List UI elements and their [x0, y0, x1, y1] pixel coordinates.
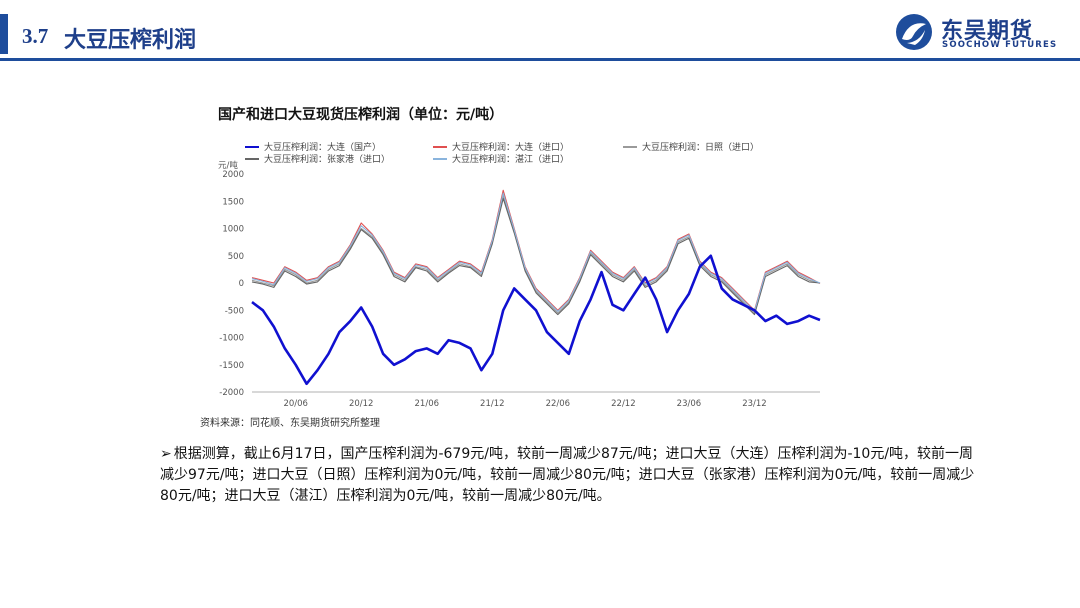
chart-title: 国产和进口大豆现货压榨利润（单位：元/吨）: [218, 107, 504, 123]
x-tick-label: 21/12: [480, 399, 505, 409]
section-title: 大豆压榨利润: [64, 28, 197, 53]
y-tick-label: -1500: [219, 361, 244, 371]
y-tick-label: 1500: [222, 197, 244, 207]
brand-logo-icon: [896, 14, 932, 50]
y-tick-label: -500: [225, 306, 244, 316]
x-tick-label: 23/06: [677, 399, 702, 409]
chart: 大豆压榨利润：大连（国产） 大豆压榨利润：大连（进口） 大豆压榨利润：日照（进口） 大…: [200, 134, 840, 414]
analysis-text: 根据测算，截止6月17日，国产压榨利润为-679元/吨，较前一周减少87元/吨；…: [160, 446, 975, 504]
legend-label: 大豆压榨利润：张家港（进口）: [264, 155, 391, 165]
legend-swatch: [245, 145, 259, 148]
y-tick-label: -2000: [219, 388, 244, 398]
x-tick-label: 23/12: [742, 399, 767, 409]
legend-item: 大豆压榨利润：大连（进口）: [433, 140, 569, 153]
y-tick-label: 500: [228, 252, 244, 262]
series-line-2: [251, 195, 821, 314]
source-note: 资料来源：同花顺、东吴期货研究所整理: [200, 418, 380, 429]
legend-item: 大豆压榨利润：大连（国产）: [245, 140, 381, 153]
legend-item: 大豆压榨利润：张家港（进口）: [245, 152, 390, 165]
y-axis-unit-label: 元/吨: [218, 160, 238, 171]
series-line-4: [251, 192, 821, 312]
legend-item: 大豆压榨利润：湛江（进口）: [433, 152, 569, 165]
header-divider: [0, 58, 1080, 61]
brand-name-en: SOOCHOW FUTURES: [942, 40, 1058, 50]
legend-swatch: [245, 157, 259, 160]
x-tick-label: 20/12: [349, 399, 374, 409]
brand-name-cn: 东吴期货: [941, 19, 1034, 44]
y-tick-label: 1000: [222, 225, 244, 235]
section-number: 3.7: [22, 24, 49, 48]
brand: 东吴期货 SOOCHOW FUTURES: [893, 10, 1063, 54]
legend-item: 大豆压榨利润：日照（进口）: [623, 140, 759, 153]
bullet-arrow: ➢: [160, 446, 172, 462]
legend-swatch: [433, 145, 447, 148]
x-tick-label: 20/06: [283, 399, 308, 409]
series-line-0: [251, 254, 821, 386]
legend-label: 大豆压榨利润：大连（进口）: [452, 143, 570, 153]
x-tick-label: 22/06: [546, 399, 571, 409]
header-accent-bar: [0, 14, 8, 54]
y-tick-label: 2000: [222, 170, 244, 180]
legend-label: 大豆压榨利润：日照（进口）: [642, 143, 760, 153]
legend-label: 大豆压榨利润：大连（国产）: [264, 143, 382, 153]
y-tick-label: -1000: [219, 334, 244, 344]
legend-label: 大豆压榨利润：湛江（进口）: [452, 155, 570, 165]
series-line-3: [251, 197, 821, 316]
legend-swatch: [623, 145, 637, 148]
legend-swatch: [433, 157, 447, 160]
slide-header: 3.7 大豆压榨利润 东吴期货 SOOCHOW FUTURES: [0, 0, 1080, 62]
y-tick-label: 0: [239, 279, 244, 289]
x-tick-label: 21/06: [415, 399, 440, 409]
x-tick-label: 22/12: [611, 399, 636, 409]
analysis-paragraph: ➢ 根据测算，截止6月17日，国产压榨利润为-679元/吨，较前一周减少87元/吨…: [160, 444, 980, 507]
